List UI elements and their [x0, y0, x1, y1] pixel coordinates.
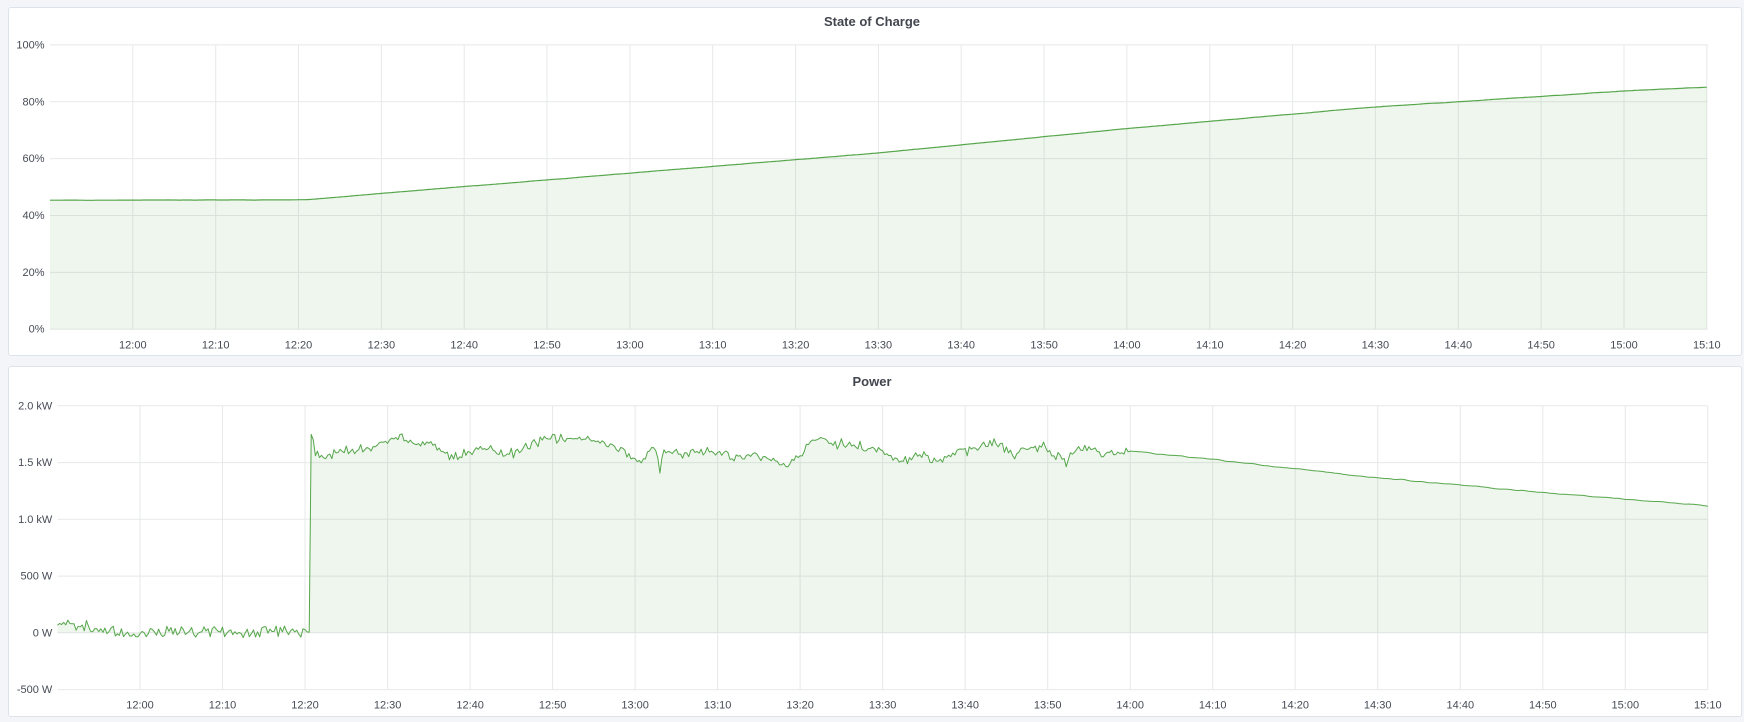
svg-text:14:00: 14:00: [1113, 340, 1141, 352]
svg-text:1.0 kW: 1.0 kW: [18, 514, 53, 526]
svg-text:14:10: 14:10: [1199, 700, 1227, 712]
svg-text:14:10: 14:10: [1196, 340, 1224, 352]
svg-text:0%: 0%: [29, 324, 45, 336]
svg-text:13:40: 13:40: [947, 340, 975, 352]
svg-text:80%: 80%: [22, 96, 44, 108]
svg-text:15:10: 15:10: [1693, 340, 1721, 352]
svg-text:60%: 60%: [22, 153, 44, 165]
svg-text:13:30: 13:30: [869, 700, 897, 712]
svg-text:12:20: 12:20: [285, 340, 313, 352]
svg-text:13:20: 13:20: [786, 700, 814, 712]
svg-text:13:10: 13:10: [699, 340, 727, 352]
svg-text:13:30: 13:30: [865, 340, 893, 352]
svg-text:14:30: 14:30: [1362, 340, 1390, 352]
svg-text:13:00: 13:00: [616, 340, 644, 352]
svg-text:12:40: 12:40: [450, 340, 478, 352]
svg-text:12:30: 12:30: [368, 340, 396, 352]
svg-text:14:00: 14:00: [1116, 700, 1144, 712]
svg-text:0 W: 0 W: [33, 627, 53, 639]
svg-text:15:00: 15:00: [1612, 700, 1640, 712]
svg-text:12:00: 12:00: [126, 700, 154, 712]
svg-text:14:20: 14:20: [1279, 340, 1307, 352]
svg-text:12:10: 12:10: [202, 340, 230, 352]
svg-text:12:30: 12:30: [374, 700, 402, 712]
svg-text:14:50: 14:50: [1529, 700, 1557, 712]
svg-text:13:50: 13:50: [1034, 700, 1062, 712]
svg-text:14:50: 14:50: [1527, 340, 1555, 352]
svg-text:12:00: 12:00: [119, 340, 147, 352]
svg-text:2.0 kW: 2.0 kW: [18, 400, 53, 412]
svg-text:14:40: 14:40: [1447, 700, 1475, 712]
svg-text:12:40: 12:40: [456, 700, 484, 712]
svg-text:14:30: 14:30: [1364, 700, 1392, 712]
svg-text:12:50: 12:50: [539, 700, 567, 712]
svg-text:13:10: 13:10: [704, 700, 732, 712]
svg-text:13:20: 13:20: [782, 340, 810, 352]
svg-text:14:20: 14:20: [1281, 700, 1309, 712]
svg-text:12:50: 12:50: [533, 340, 561, 352]
svg-text:13:50: 13:50: [1030, 340, 1058, 352]
svg-text:15:00: 15:00: [1610, 340, 1638, 352]
svg-text:-500 W: -500 W: [17, 684, 53, 696]
svg-text:20%: 20%: [22, 267, 44, 279]
svg-text:12:20: 12:20: [291, 700, 319, 712]
svg-text:13:40: 13:40: [951, 700, 979, 712]
svg-text:12:10: 12:10: [209, 700, 237, 712]
svg-text:14:40: 14:40: [1445, 340, 1473, 352]
svg-text:500 W: 500 W: [21, 571, 53, 583]
svg-text:13:00: 13:00: [621, 700, 649, 712]
svg-text:1.5 kW: 1.5 kW: [18, 457, 53, 469]
svg-text:15:10: 15:10: [1694, 700, 1722, 712]
svg-text:100%: 100%: [16, 39, 44, 51]
svg-text:40%: 40%: [22, 210, 44, 222]
